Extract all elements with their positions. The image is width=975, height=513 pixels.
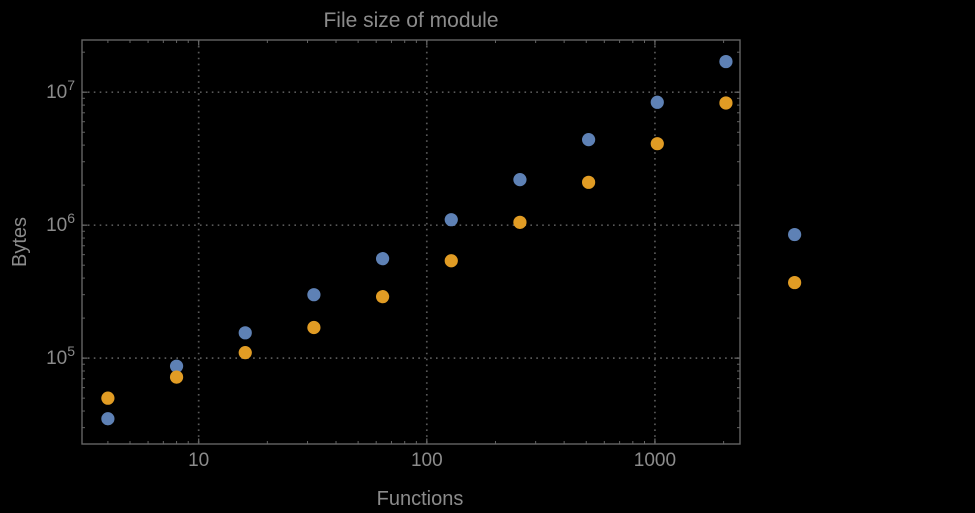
x-axis-label: Functions: [377, 488, 464, 510]
data-point-orange: [375, 290, 390, 304]
gridlines: [82, 40, 740, 444]
data-point-blue: [444, 213, 458, 227]
x-tick-label: 10: [188, 450, 209, 471]
frame-rect: [81, 39, 741, 445]
data-point-blue: [513, 173, 527, 187]
data-point-orange: [719, 96, 733, 110]
data-point-blue: [307, 288, 321, 302]
data-point-orange: [650, 137, 664, 151]
data-point-orange: [307, 320, 321, 335]
data-point-blue: [788, 227, 802, 242]
data-point-orange: [444, 254, 458, 268]
y-tick-label: 105: [46, 343, 75, 369]
x-tick-label: 100: [411, 450, 443, 471]
tick-labels: 10 100 1000 105 106 107: [46, 77, 676, 471]
data-point-blue: [719, 54, 733, 69]
data-point-orange: [582, 175, 596, 189]
data-point-orange: [513, 215, 527, 229]
data-point-blue: [238, 326, 252, 340]
data-point-blue: [582, 133, 596, 147]
data-point-orange: [101, 391, 115, 405]
plot-frame: [81, 39, 741, 445]
axis-ticks: [82, 40, 740, 444]
data-points: [101, 54, 802, 426]
data-point-orange: [788, 275, 802, 290]
data-point-blue: [169, 359, 184, 373]
chart-title: File size of module: [323, 9, 498, 32]
y-axis-label: Bytes: [9, 217, 31, 267]
data-point-blue: [650, 95, 664, 109]
y-tick-label: 107: [46, 77, 75, 103]
data-point-orange: [238, 346, 252, 360]
y-tick-label: 106: [46, 210, 75, 236]
x-tick-label: 1000: [634, 450, 676, 471]
data-point-blue: [101, 412, 115, 426]
data-point-blue: [375, 252, 390, 266]
data-point-orange: [169, 370, 184, 384]
